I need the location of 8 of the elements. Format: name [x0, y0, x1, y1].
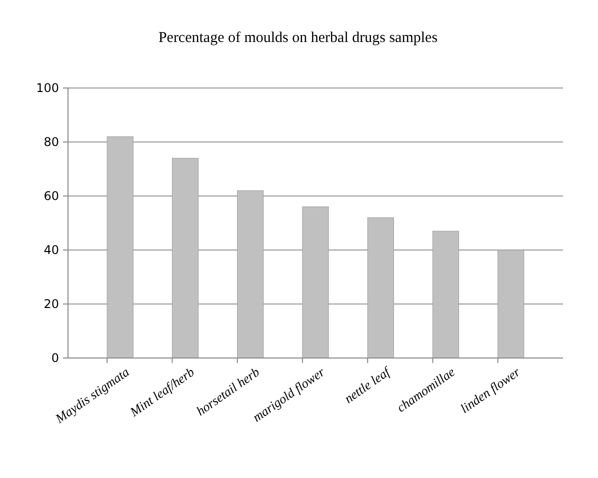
y-tick-label: 0: [51, 351, 59, 366]
y-tick-label: 60: [44, 189, 59, 204]
x-tick-label: nettle leaf: [341, 362, 394, 406]
y-tick-label: 20: [44, 297, 59, 312]
y-tick-label: 80: [44, 135, 59, 150]
chart-title: Percentage of moulds on herbal drugs samples: [158, 30, 438, 46]
y-tick-label: 40: [44, 243, 59, 258]
y-tick-label: 100: [36, 81, 59, 96]
